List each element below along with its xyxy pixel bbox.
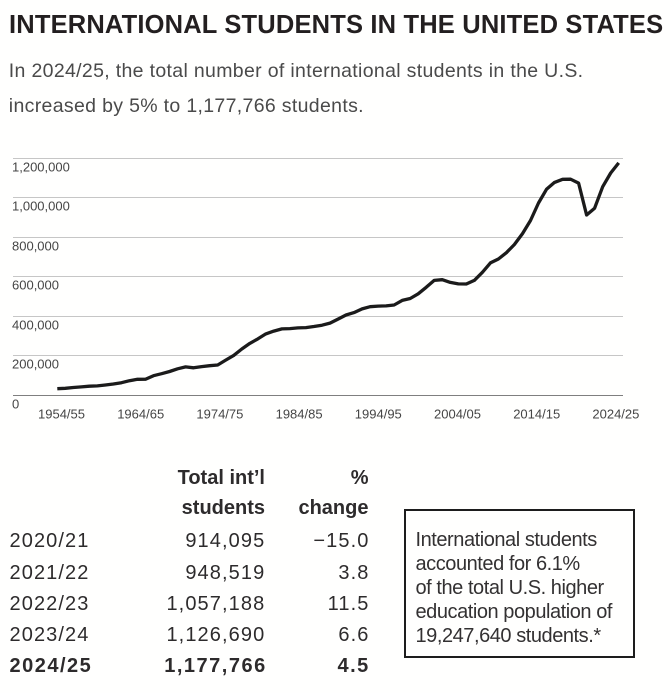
svg-text:2014/15: 2014/15 [513,406,560,421]
svg-text:1994/95: 1994/95 [355,406,402,421]
svg-text:1984/85: 1984/85 [276,406,323,421]
svg-text:800,000: 800,000 [12,238,59,253]
svg-text:2004/05: 2004/05 [434,406,481,421]
svg-text:1964/65: 1964/65 [117,406,164,421]
svg-text:1,200,000: 1,200,000 [12,159,70,174]
svg-text:400,000: 400,000 [12,317,59,332]
svg-text:1,000,000: 1,000,000 [12,198,70,213]
svg-text:2024/25: 2024/25 [592,406,639,421]
svg-text:600,000: 600,000 [12,277,59,292]
svg-text:1974/75: 1974/75 [196,406,243,421]
svg-text:0: 0 [12,396,19,411]
svg-text:200,000: 200,000 [12,356,59,371]
svg-text:1954/55: 1954/55 [38,406,85,421]
